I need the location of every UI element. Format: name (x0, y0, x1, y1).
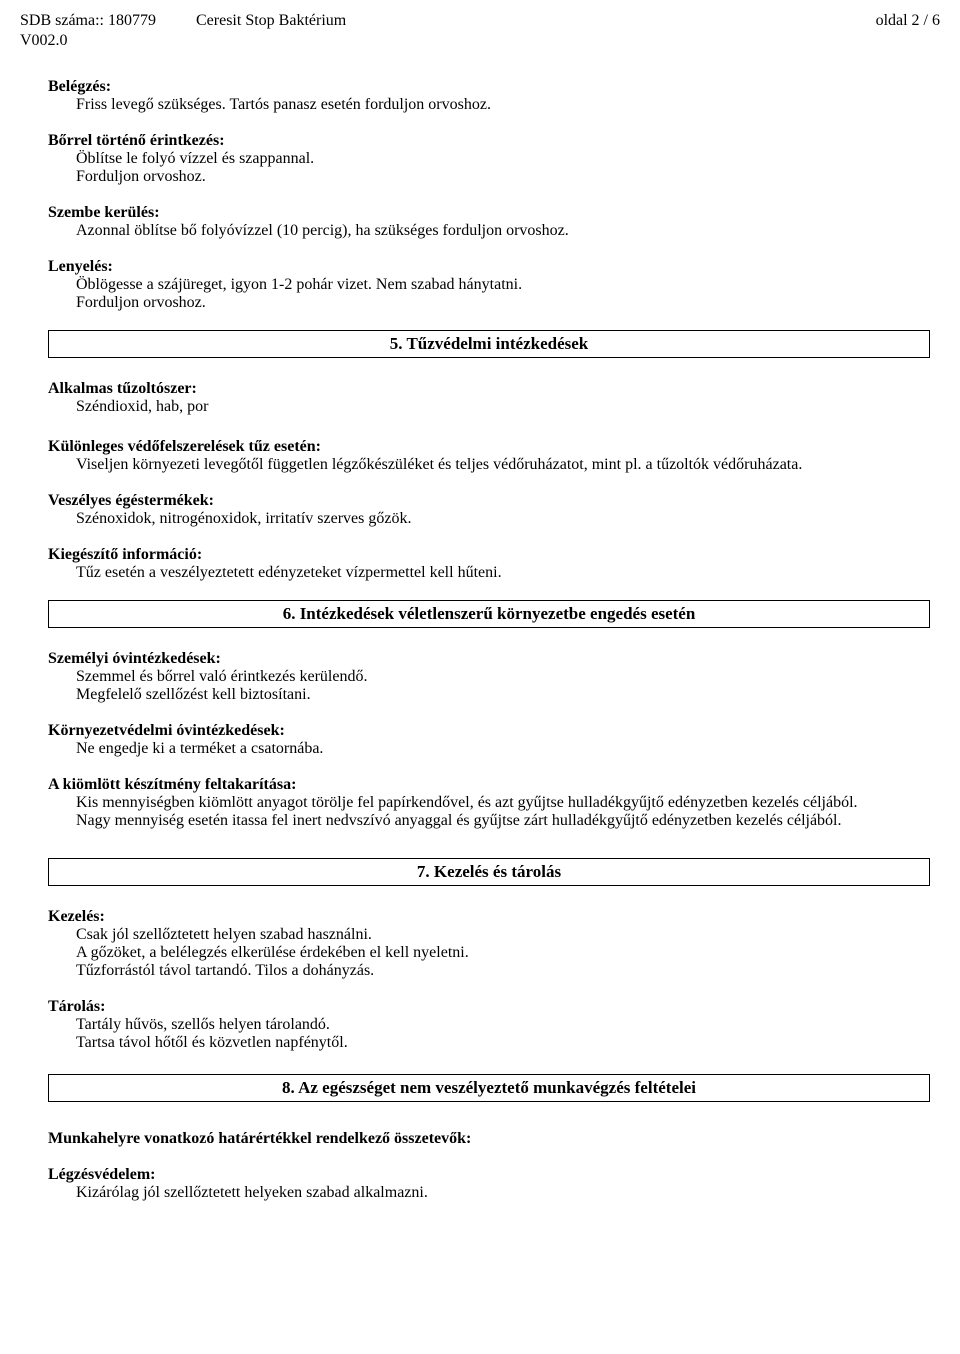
kiegeszito-label: Kiegészítő információ: (48, 546, 930, 564)
section-6-header: 6. Intézkedések véletlenszerű környezetb… (48, 600, 930, 628)
borrel-section: Bőrrel történő érintkezés: Öblítse le fo… (48, 132, 930, 186)
kezeles-line3: Tűzforrástól távol tartandó. Tilos a doh… (48, 962, 930, 980)
product-title: Ceresit Stop Baktérium (156, 12, 876, 30)
borrel-line2: Forduljon orvoshoz. (48, 168, 930, 186)
section-5-header: 5. Tűzvédelmi intézkedések (48, 330, 930, 358)
lenyeles-label: Lenyelés: (48, 258, 930, 276)
munkahely-section: Munkahelyre vonatkozó határértékkel rend… (48, 1130, 930, 1148)
veszelyes-section: Veszélyes égéstermékek: Szénoxidok, nitr… (48, 492, 930, 528)
sdb-number: SDB száma:: 180779 (20, 12, 156, 30)
belegzes-section: Belégzés: Friss levegő szükséges. Tartós… (48, 78, 930, 114)
kornyezet-section: Környezetvédelmi óvintézkedések: Ne enge… (48, 722, 930, 758)
szemelyi-label: Személyi óvintézkedések: (48, 650, 930, 668)
lenyeles-line2: Forduljon orvoshoz. (48, 294, 930, 312)
legzes-section: Légzésvédelem: Kizárólag jól szellőztete… (48, 1166, 930, 1202)
munkahely-label: Munkahelyre vonatkozó határértékkel rend… (48, 1130, 930, 1148)
kiomlott-line2: Nagy mennyiség esetén itassa fel inert n… (48, 812, 930, 830)
kiomlott-line1: Kis mennyiségben kiömlött anyagot törölj… (48, 794, 930, 812)
kulonleges-label: Különleges védőfelszerelések tűz esetén: (48, 438, 930, 456)
tarolas-label: Tárolás: (48, 998, 930, 1016)
alkalmas-text: Széndioxid, hab, por (48, 398, 930, 416)
page-header: SDB száma:: 180779 Ceresit Stop Baktériu… (20, 12, 940, 30)
alkalmas-label: Alkalmas tűzoltószer: (48, 380, 930, 398)
lenyeles-line1: Öblögesse a szájüreget, igyon 1-2 pohár … (48, 276, 930, 294)
tarolas-section: Tárolás: Tartály hűvös, szellős helyen t… (48, 998, 930, 1052)
section-8-header: 8. Az egészséget nem veszélyeztető munka… (48, 1074, 930, 1102)
document-content: Belégzés: Friss levegő szükséges. Tartós… (20, 78, 940, 1202)
kornyezet-text: Ne engedje ki a terméket a csatornába. (48, 740, 930, 758)
tarolas-line1: Tartály hűvös, szellős helyen tárolandó. (48, 1016, 930, 1034)
kiegeszito-section: Kiegészítő információ: Tűz esetén a vesz… (48, 546, 930, 582)
szembe-text: Azonnal öblítse bő folyóvízzel (10 perci… (48, 222, 930, 240)
kezeles-line1: Csak jól szellőztetett helyen szabad has… (48, 926, 930, 944)
szembe-label: Szembe kerülés: (48, 204, 930, 222)
belegzes-text: Friss levegő szükséges. Tartós panasz es… (48, 96, 930, 114)
legzes-label: Légzésvédelem: (48, 1166, 930, 1184)
belegzes-label: Belégzés: (48, 78, 930, 96)
page-number: oldal 2 / 6 (876, 12, 940, 30)
szemelyi-section: Személyi óvintézkedések: Szemmel és bőrr… (48, 650, 930, 704)
kiomlott-label: A kiömlött készítmény feltakarítása: (48, 776, 930, 794)
kulonleges-text: Viseljen környezeti levegőtől független … (48, 456, 930, 474)
szemelyi-line2: Megfelelő szellőzést kell biztosítani. (48, 686, 930, 704)
kezeles-label: Kezelés: (48, 908, 930, 926)
kiomlott-section: A kiömlött készítmény feltakarítása: Kis… (48, 776, 930, 830)
legzes-text: Kizárólag jól szellőztetett helyeken sza… (48, 1184, 930, 1202)
borrel-label: Bőrrel történő érintkezés: (48, 132, 930, 150)
lenyeles-section: Lenyelés: Öblögesse a szájüreget, igyon … (48, 258, 930, 312)
veszelyes-label: Veszélyes égéstermékek: (48, 492, 930, 510)
kornyezet-label: Környezetvédelmi óvintézkedések: (48, 722, 930, 740)
veszelyes-text: Szénoxidok, nitrogénoxidok, irritatív sz… (48, 510, 930, 528)
tarolas-line2: Tartsa távol hőtől és közvetlen napfényt… (48, 1034, 930, 1052)
kezeles-line2: A gőzöket, a belélegzés elkerülése érdek… (48, 944, 930, 962)
kiegeszito-text: Tűz esetén a veszélyeztetett edényzeteke… (48, 564, 930, 582)
szembe-section: Szembe kerülés: Azonnal öblítse bő folyó… (48, 204, 930, 240)
alkalmas-section: Alkalmas tűzoltószer: Széndioxid, hab, p… (48, 380, 930, 416)
version-label: V002.0 (20, 32, 940, 50)
kulonleges-section: Különleges védőfelszerelések tűz esetén:… (48, 438, 930, 474)
szemelyi-line1: Szemmel és bőrrel való érintkezés kerüle… (48, 668, 930, 686)
section-7-header: 7. Kezelés és tárolás (48, 858, 930, 886)
borrel-line1: Öblítse le folyó vízzel és szappannal. (48, 150, 930, 168)
kezeles-section: Kezelés: Csak jól szellőztetett helyen s… (48, 908, 930, 980)
